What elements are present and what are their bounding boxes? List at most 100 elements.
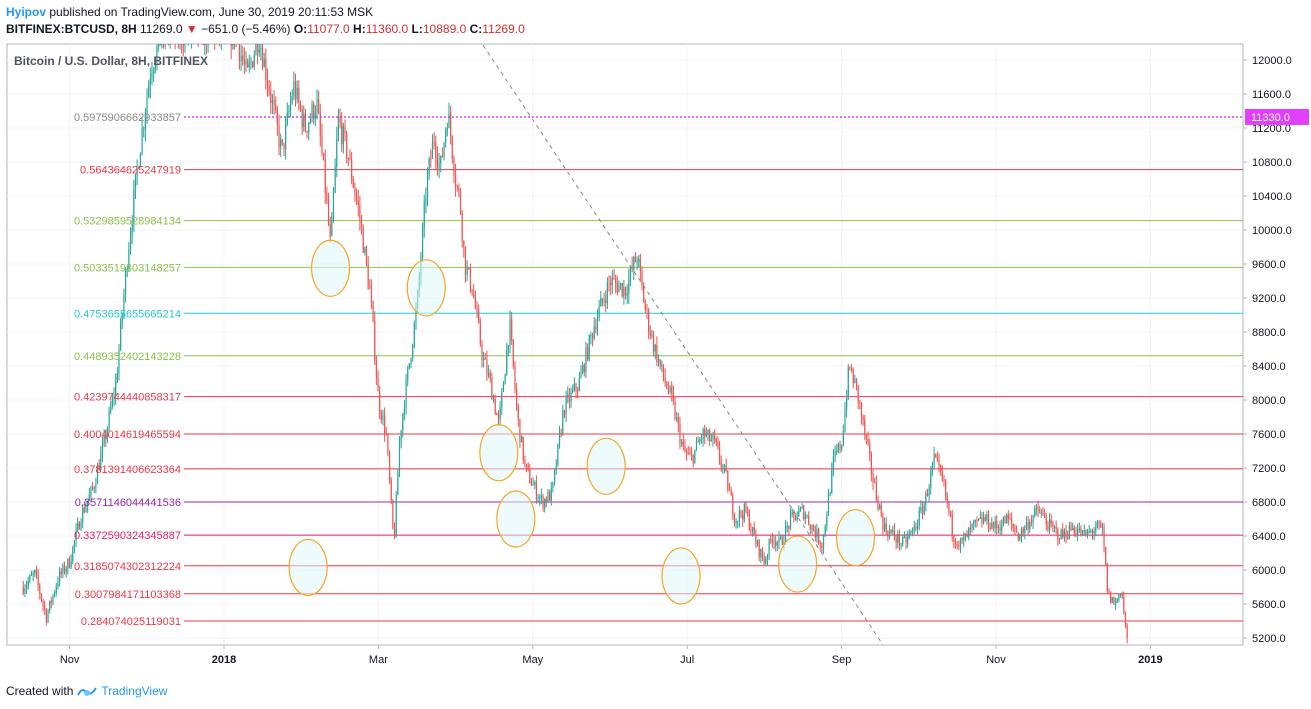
candle-down — [377, 377, 379, 392]
candle-up — [826, 515, 828, 527]
candle-down — [748, 513, 750, 530]
candle-up — [593, 326, 595, 339]
candle-up — [24, 588, 26, 594]
candle-up — [224, 24, 225, 34]
candle-down — [1091, 530, 1094, 534]
candle-up — [778, 537, 780, 543]
candle-up — [80, 522, 82, 530]
candle-down — [727, 471, 729, 491]
candle-up — [173, 24, 174, 30]
close-value: 11269.0 — [482, 22, 525, 36]
candle-up — [557, 443, 559, 466]
candle-up — [623, 287, 625, 297]
candle-down — [794, 515, 797, 521]
candle-down — [347, 157, 349, 160]
candle-up — [154, 63, 156, 70]
candle-up — [971, 524, 973, 528]
support-highlight-circle — [406, 259, 446, 317]
candle-down — [39, 585, 41, 594]
candle-up — [446, 127, 448, 132]
candle-down — [890, 530, 892, 533]
candle-down — [178, 21, 179, 38]
candle-up — [606, 282, 608, 303]
candle-up — [291, 95, 293, 102]
candle-up — [824, 526, 826, 535]
candle-up — [676, 417, 678, 419]
candle-up — [994, 520, 996, 529]
candle-down — [803, 506, 805, 519]
fib-level-label: 0.4489352402143228 — [74, 351, 181, 363]
candle-down — [1067, 537, 1069, 539]
y-tick-label: 11600.0 — [1252, 89, 1291, 101]
candle-down — [433, 141, 435, 143]
candle-up — [520, 436, 523, 443]
candle-up — [88, 494, 90, 501]
candle-down — [1015, 531, 1018, 533]
candle-up — [194, 24, 195, 26]
candle-down — [1055, 526, 1057, 529]
candle-up — [1086, 531, 1089, 536]
x-tick-label: Jul — [680, 654, 694, 666]
candle-up — [596, 318, 599, 330]
candle-up — [768, 539, 770, 556]
candle-up — [1111, 597, 1113, 603]
candle-down — [321, 135, 323, 153]
candle-up — [115, 381, 117, 397]
candle-up — [897, 533, 899, 543]
candle-down — [256, 44, 259, 53]
candle-up — [93, 487, 95, 489]
candle-down — [1044, 513, 1046, 519]
price-change: −651.0 (−5.46%) — [201, 22, 291, 36]
candle-up — [47, 611, 49, 622]
plot-area[interactable] — [6, 43, 1244, 646]
high-value: 11360.0 — [365, 22, 409, 36]
candle-down — [476, 308, 478, 312]
candle-up — [271, 100, 274, 103]
candle-down — [725, 465, 727, 472]
candle-up — [171, 30, 172, 35]
candle-down — [999, 527, 1001, 531]
candle-down — [322, 152, 325, 160]
author-name[interactable]: Hyipov — [6, 5, 47, 19]
fib-labels: 0.5975906662933857 0.564364625247919 0.532… — [74, 112, 181, 628]
candle-down — [631, 267, 633, 270]
candle-up — [286, 112, 288, 124]
candle-down — [461, 212, 463, 241]
y-tick-label: 10400.0 — [1252, 191, 1292, 203]
candle-up — [52, 594, 54, 603]
candle-up — [842, 430, 844, 446]
candle-down — [456, 186, 458, 188]
candle-down — [479, 322, 481, 345]
candle-up — [141, 128, 143, 154]
candle-up — [991, 522, 993, 529]
candle-down — [464, 247, 467, 275]
candle-down — [961, 538, 963, 541]
candle-up — [487, 372, 490, 375]
candle-down — [392, 499, 394, 529]
candle-down — [486, 359, 488, 375]
candle-down — [545, 499, 547, 503]
candle-down — [1062, 529, 1064, 537]
candle-up — [133, 190, 135, 224]
candle-down — [898, 533, 901, 545]
candle-up — [492, 398, 495, 400]
candle-up — [700, 438, 703, 440]
candle-up — [303, 113, 305, 127]
candle-down — [984, 517, 986, 521]
candle-down — [360, 219, 363, 228]
candle-up — [232, 44, 234, 47]
x-tick-label: Nov — [60, 654, 80, 666]
tradingview-brand[interactable]: TradingView — [101, 684, 168, 698]
candle-down — [370, 288, 373, 302]
candle-up — [364, 247, 366, 253]
candle-up — [184, 44, 186, 46]
candle-up — [959, 538, 962, 546]
candle-up — [1040, 512, 1042, 514]
candle-down — [610, 282, 612, 286]
candle-down — [542, 495, 544, 509]
candle-down — [222, 26, 223, 34]
candle-up — [149, 78, 151, 86]
candle-down — [1073, 527, 1075, 533]
candle-up — [846, 398, 848, 410]
